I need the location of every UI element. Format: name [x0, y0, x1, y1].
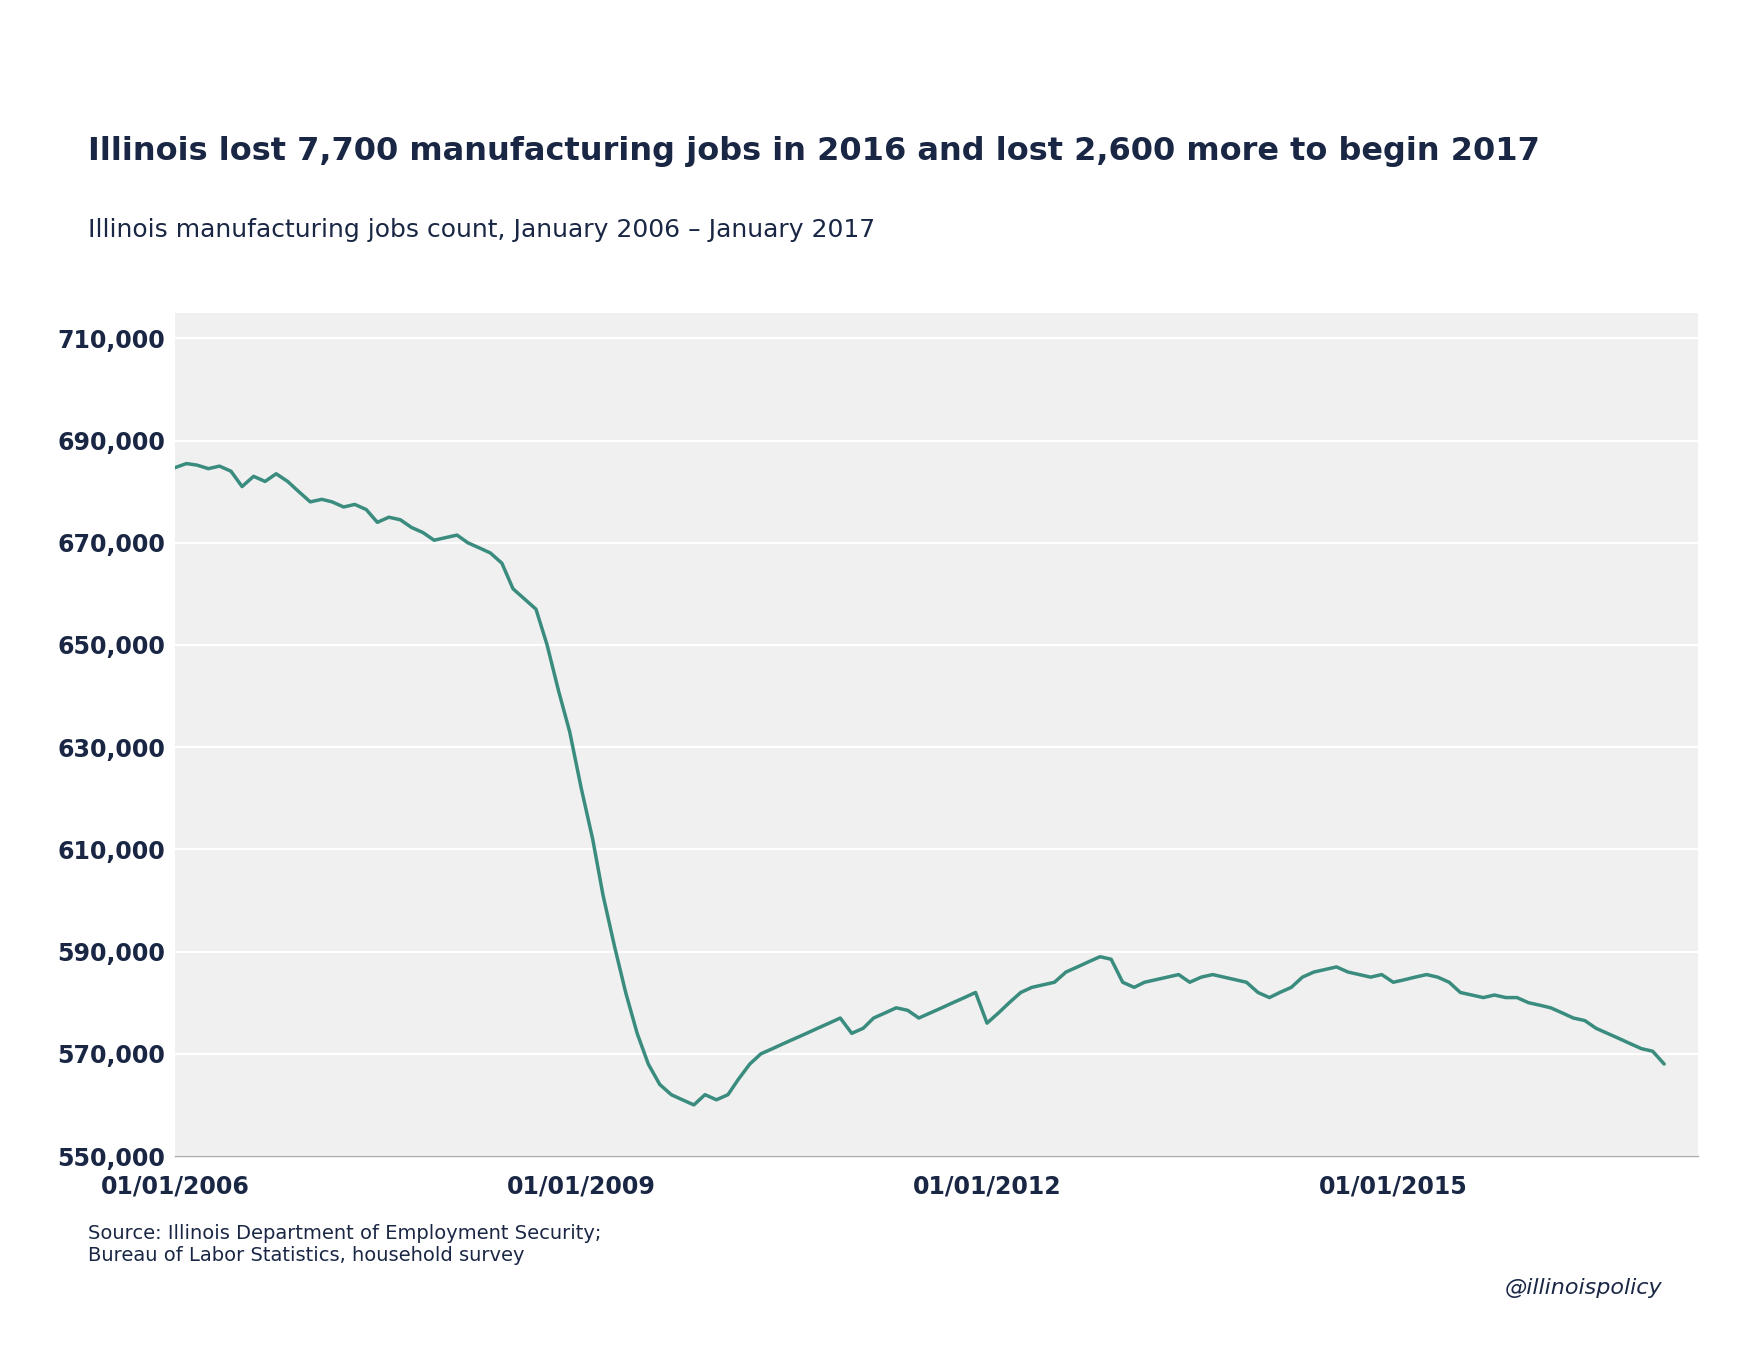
- Text: @illinoispolicy: @illinoispolicy: [1505, 1278, 1662, 1299]
- Text: Illinois manufacturing jobs count, January 2006 – January 2017: Illinois manufacturing jobs count, Janua…: [88, 218, 875, 242]
- Text: Source: Illinois Department of Employment Security;
Bureau of Labor Statistics, : Source: Illinois Department of Employmen…: [88, 1224, 600, 1265]
- Text: Illinois lost 7,700 manufacturing jobs in 2016 and lost 2,600 more to begin 2017: Illinois lost 7,700 manufacturing jobs i…: [88, 136, 1540, 167]
